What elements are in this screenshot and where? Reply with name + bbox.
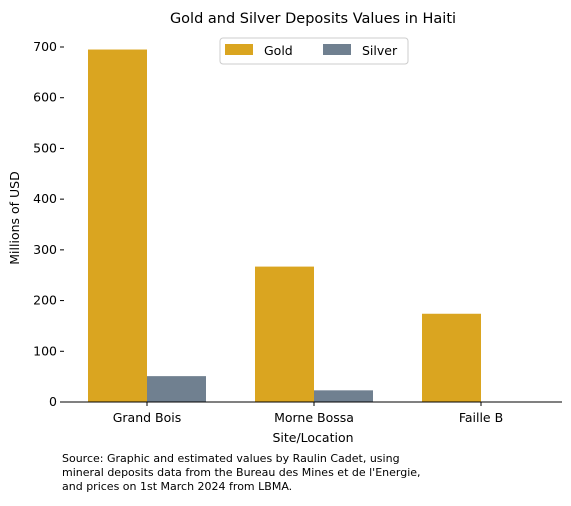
legend-label-silver: Silver	[362, 43, 398, 58]
bar-silver-grand-bois	[147, 376, 206, 402]
y-axis-label: Millions of USD	[7, 171, 22, 264]
y-tick-label: 0	[49, 394, 57, 409]
legend-swatch-gold	[225, 44, 253, 55]
y-axis: 0 100 200 300 400 500 600 700	[33, 39, 64, 409]
legend-label-gold: Gold	[264, 43, 293, 58]
legend-swatch-silver	[323, 44, 351, 55]
x-tick-label: Grand Bois	[113, 410, 182, 425]
x-tick-label: Faille B	[459, 410, 503, 425]
bars-group	[88, 49, 481, 403]
bar-gold-grand-bois	[88, 49, 147, 403]
caption-line: mineral deposits data from the Bureau de…	[62, 466, 421, 479]
source-caption: Source: Graphic and estimated values by …	[62, 452, 562, 494]
bar-gold-morne-bossa	[255, 266, 314, 402]
x-tick-label: Morne Bossa	[274, 410, 354, 425]
y-tick-label: 400	[33, 191, 57, 206]
y-tick-label: 500	[33, 140, 57, 155]
y-tick-label: 700	[33, 39, 57, 54]
y-tick-label: 200	[33, 293, 57, 308]
legend-box	[219, 37, 409, 65]
x-axis-label: Site/Location	[272, 430, 353, 445]
x-axis: Grand Bois Morne Bossa Faille B	[113, 402, 503, 425]
caption-line: and prices on 1st March 2024 from LBMA.	[62, 480, 293, 493]
y-tick-label: 600	[33, 90, 57, 105]
caption-line: Source: Graphic and estimated values by …	[62, 452, 400, 465]
y-tick-label: 300	[33, 242, 57, 257]
legend: Gold Silver	[219, 37, 409, 65]
bar-gold-faille-b	[422, 313, 481, 402]
bar-silver-morne-bossa	[314, 390, 373, 402]
y-tick-label: 100	[33, 343, 57, 358]
chart-title: Gold and Silver Deposits Values in Haiti	[170, 11, 456, 27]
